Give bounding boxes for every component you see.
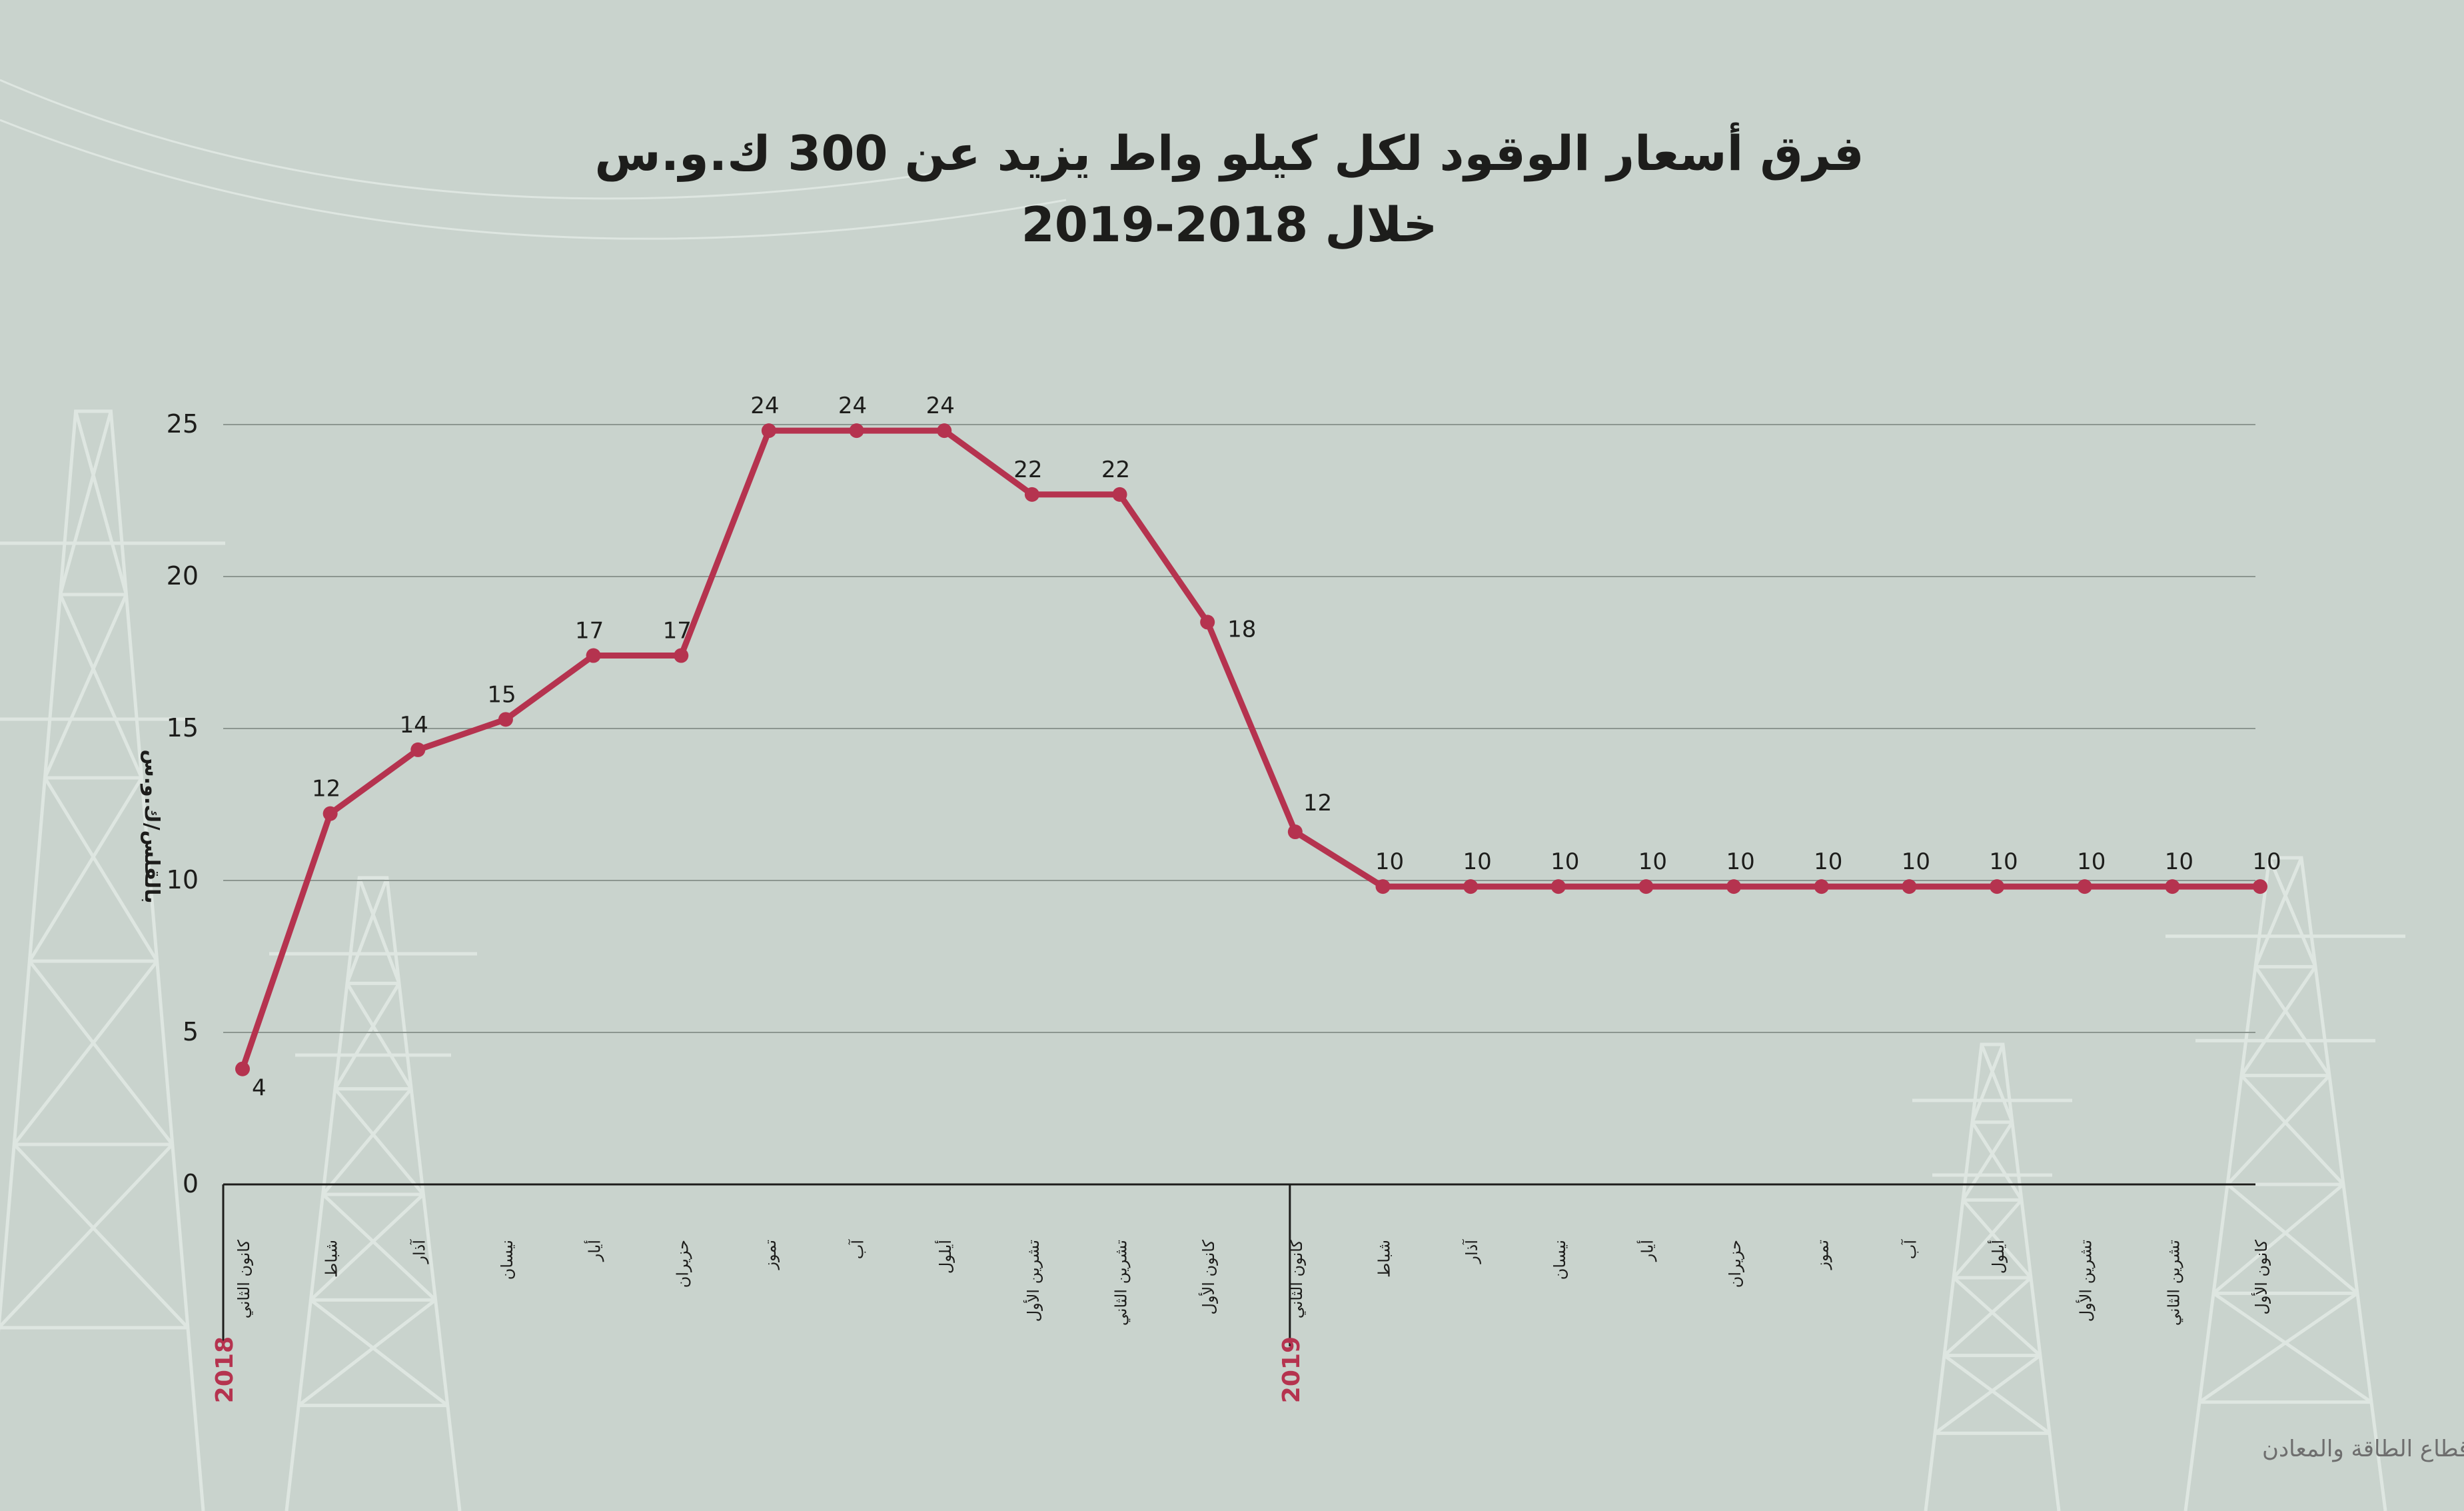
pylon-icon	[269, 876, 477, 1511]
x-tick-label: نيسان	[1550, 1240, 1569, 1280]
x-tick-label: تموز	[1814, 1240, 1832, 1270]
data-point	[937, 423, 952, 439]
data-point	[1287, 824, 1303, 840]
data-point	[1726, 879, 1742, 894]
data-label: 10	[1726, 848, 1754, 875]
data-point	[1375, 879, 1391, 894]
data-label: 4	[252, 1075, 267, 1102]
x-tick-label: أيلول	[1988, 1240, 2008, 1274]
x-tick-label: أيلول	[935, 1240, 955, 1274]
x-tick-label: كانون الثاني	[235, 1239, 253, 1318]
data-point	[498, 712, 513, 727]
data-point	[1200, 615, 1215, 630]
data-label: 10	[1638, 848, 1667, 875]
x-tick-label: تموز	[761, 1240, 780, 1270]
wire-decoration	[0, 119, 1067, 240]
data-label: 24	[838, 393, 867, 419]
chart-title: فرق أسعار الوقود لكل كيلو واط يزيد عن 30…	[594, 122, 1864, 182]
data-point	[761, 423, 776, 439]
y-tick-label: 20	[167, 561, 199, 591]
data-point	[322, 806, 338, 821]
y-tick-label: 0	[183, 1169, 199, 1198]
year-label: 2019	[1278, 1336, 1305, 1403]
wire-decoration	[0, 79, 933, 200]
data-point	[410, 742, 426, 757]
data-label: 24	[926, 393, 955, 419]
data-point	[849, 423, 864, 439]
year-label: 2018	[211, 1336, 239, 1403]
data-label: 10	[2165, 848, 2193, 875]
data-label: 17	[575, 618, 604, 645]
data-label: 10	[2252, 848, 2281, 875]
data-point	[235, 1061, 250, 1076]
data-label: 10	[1989, 848, 2018, 875]
pylon-icon	[0, 409, 225, 1511]
pylon-icon	[1912, 1042, 2072, 1511]
x-tick-label: كانون الأول	[2251, 1239, 2271, 1314]
series-line	[239, 427, 2263, 1072]
x-tick-label: آب	[848, 1239, 868, 1260]
data-label: 14	[400, 712, 428, 739]
data-label: 17	[663, 618, 692, 645]
data-label: 12	[1303, 790, 1332, 816]
y-tick-label: 25	[167, 409, 199, 439]
data-label: 10	[1814, 848, 1842, 875]
source-note: المصدر: هيئة تنظيم قطاع الطاقة والمعادن	[2262, 1436, 2464, 1462]
x-tick-label: آذار	[409, 1239, 428, 1264]
data-point	[1463, 879, 1479, 894]
y-axis-label: بالقلس/ك.و.س	[140, 749, 163, 903]
x-tick-label: كانون الأول	[1199, 1239, 1218, 1314]
pylon-decoration	[0, 79, 2405, 1511]
x-tick-label: كانون الثاني	[1287, 1239, 1306, 1318]
data-label: 18	[1227, 616, 1256, 643]
data-point	[674, 648, 689, 663]
y-tick-label: 15	[167, 713, 199, 743]
data-point	[1112, 487, 1127, 502]
x-tick-label: شباط	[322, 1240, 341, 1278]
chart-subtitle: خلال 2018-2019	[1021, 197, 1438, 253]
x-tick-label: آذار	[1462, 1239, 1481, 1264]
data-label: 12	[312, 776, 340, 802]
data-label: 10	[1550, 848, 1579, 875]
data-label: 15	[487, 681, 516, 708]
x-tick-label: آب	[1900, 1239, 1920, 1260]
data-point	[586, 648, 601, 663]
data-point	[2253, 879, 2267, 894]
data-point	[1024, 487, 1039, 502]
data-point	[1814, 879, 1829, 894]
data-point	[2077, 879, 2092, 894]
x-tick-label: أيار	[584, 1240, 604, 1262]
data-point	[1990, 879, 2005, 894]
data-label: 10	[1375, 848, 1404, 875]
x-tick-label: أيار	[1636, 1240, 1656, 1262]
x-tick-label: حزيران	[673, 1240, 692, 1288]
x-tick-label: حزيران	[1726, 1240, 1744, 1288]
data-point	[1902, 879, 1917, 894]
data-label: 22	[1013, 457, 1042, 483]
y-tick-label: 5	[183, 1017, 199, 1046]
data-label: 10	[1463, 848, 1491, 875]
x-tick-label: تشرين الثاني	[2164, 1240, 2183, 1326]
x-tick-label: تشرين الثاني	[1112, 1240, 1131, 1326]
x-tick-label: شباط	[1375, 1240, 1393, 1278]
data-label: 10	[2077, 848, 2106, 875]
data-point	[1550, 879, 1566, 894]
y-tick-label: 10	[167, 865, 199, 894]
data-point	[2165, 879, 2180, 894]
data-label: 22	[1101, 457, 1130, 483]
data-label: 10	[1902, 848, 1930, 875]
data-label: 24	[750, 393, 779, 419]
data-point	[1638, 879, 1654, 894]
x-tick-label: تشرين الأول	[2076, 1240, 2096, 1322]
x-tick-label: تشرين الأول	[1023, 1240, 1043, 1322]
x-tick-label: نيسان	[498, 1240, 516, 1280]
